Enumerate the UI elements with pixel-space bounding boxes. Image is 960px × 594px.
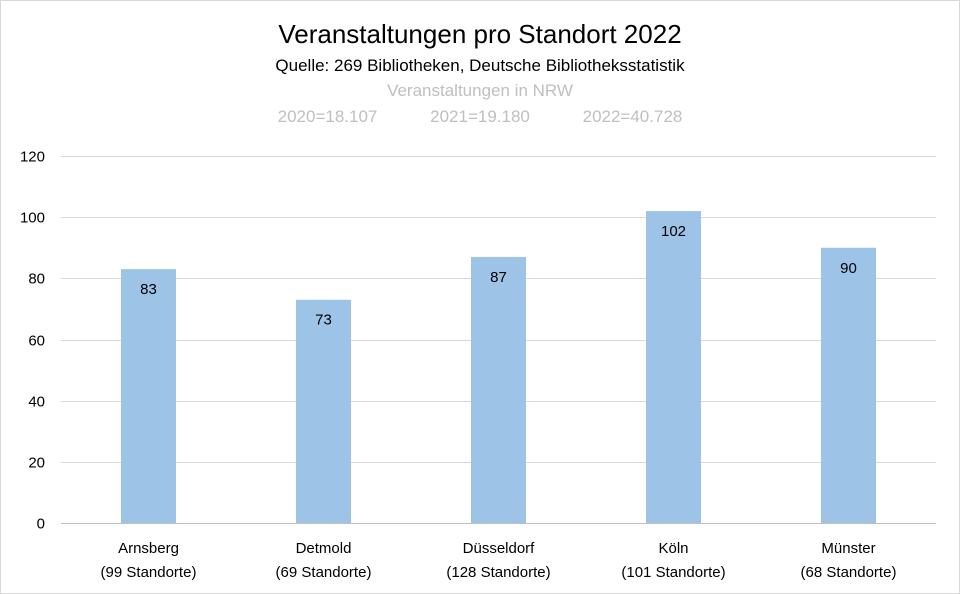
y-tick-label: 60 bbox=[28, 333, 45, 350]
data-label: 102 bbox=[661, 223, 686, 240]
y-tick-label: 80 bbox=[28, 271, 45, 288]
note-value-2020: 2020=18.107 bbox=[277, 107, 378, 126]
bar bbox=[121, 269, 176, 523]
category-sublabel: (68 Standorte) bbox=[801, 564, 897, 581]
y-tick-label: 40 bbox=[28, 394, 45, 411]
y-tick-label: 0 bbox=[37, 516, 45, 533]
note-value-2022: 2022=40.728 bbox=[582, 107, 683, 126]
category-label: Detmold bbox=[296, 540, 352, 557]
data-label: 87 bbox=[490, 269, 507, 286]
category-sublabel: (101 Standorte) bbox=[621, 564, 725, 581]
data-label: 83 bbox=[140, 281, 157, 298]
category-sublabel: (69 Standorte) bbox=[276, 564, 372, 581]
chart-note-title: Veranstaltungen in NRW bbox=[387, 81, 573, 100]
y-tick-label: 20 bbox=[28, 455, 45, 472]
y-tick-label: 100 bbox=[20, 210, 45, 227]
data-label: 90 bbox=[840, 260, 857, 277]
category-label: Köln bbox=[658, 540, 688, 557]
bar bbox=[821, 247, 876, 523]
category-label: Münster bbox=[821, 540, 875, 557]
chart-subtitle: Quelle: 269 Bibliotheken, Deutsche Bibli… bbox=[275, 56, 685, 75]
chart-note-values: 2020=18.107 2021=19.180 2022=40.728 bbox=[1, 107, 959, 127]
note-value-2021: 2021=19.180 bbox=[430, 107, 530, 126]
y-tick-label: 120 bbox=[20, 149, 45, 166]
category-sublabel: (128 Standorte) bbox=[446, 564, 550, 581]
category-sublabel: (99 Standorte) bbox=[101, 564, 197, 581]
category-label: Arnsberg bbox=[118, 540, 179, 557]
bar bbox=[646, 211, 701, 524]
bar bbox=[471, 256, 526, 523]
bar bbox=[296, 299, 351, 523]
chart-title: Veranstaltungen pro Standort 2022 bbox=[278, 19, 682, 49]
category-label: Düsseldorf bbox=[463, 540, 536, 557]
data-label: 73 bbox=[315, 312, 332, 329]
